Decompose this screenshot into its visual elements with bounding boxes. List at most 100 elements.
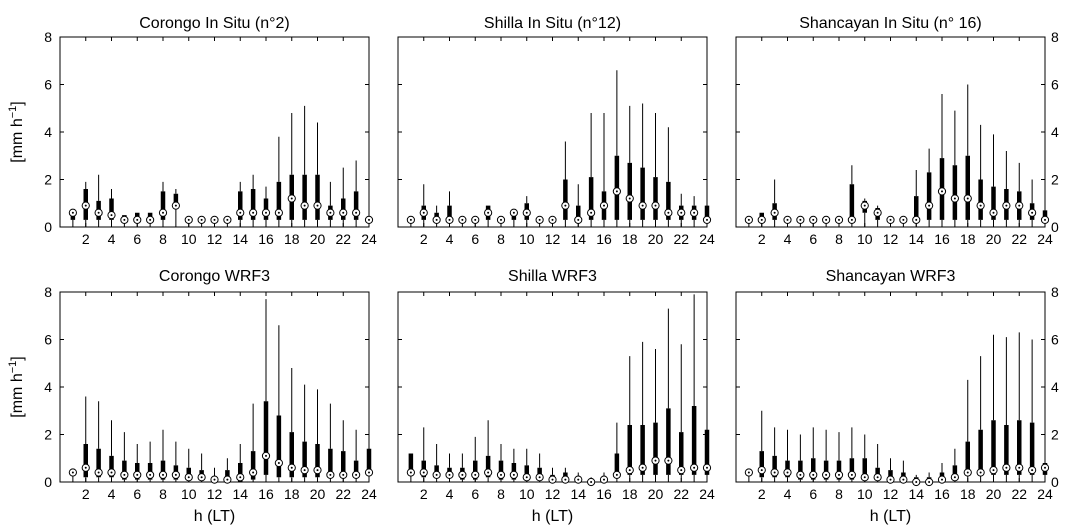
x-tick-label: 24 [361,231,377,247]
plot-frame [59,36,370,228]
y-axis-label-bottom: [mm h−1] [7,356,26,417]
x-tick-label: 6 [809,231,817,247]
box [1004,425,1009,475]
median-dot [760,218,763,221]
x-tick-label: 6 [471,231,479,247]
y-tick-label: 8 [44,284,52,300]
median-dot [97,471,100,474]
box [653,177,658,220]
box [315,444,320,478]
median-dot [355,473,358,476]
box [704,205,710,220]
median-dot [706,466,708,469]
y-tick-label: 8 [1051,29,1059,45]
median-dot [850,473,853,476]
x-tick-label: 14 [908,486,924,502]
box [978,429,983,475]
panel-title: Shilla In Situ (n°12) [484,15,621,32]
x-axis-label: h (LT) [532,508,573,525]
x-tick-label: 24 [361,486,377,502]
x-tick-label: 18 [284,486,300,502]
median-dot [355,211,358,214]
median-dot [786,218,789,221]
x-tick-label: 18 [622,486,638,502]
x-tick-label: 6 [133,231,141,247]
median-dot [512,211,515,214]
y-tick-label: 6 [44,77,52,93]
box [862,458,867,480]
box [109,455,114,478]
median-dot [992,211,995,214]
box [353,460,359,478]
median-dot [525,476,528,479]
median-dot [667,211,670,214]
box [849,184,855,220]
box [811,458,816,480]
median-dot [773,211,776,214]
x-axis-label: h (LT) [194,508,235,525]
box [366,448,372,475]
x-tick-label: 2 [82,231,90,247]
x-tick-label: 16 [934,231,950,247]
median-dot [226,218,229,221]
y-tick-label: 2 [44,172,52,188]
x-tick-label: 18 [960,231,976,247]
box [524,465,529,480]
x-tick-label: 12 [207,231,223,247]
box [627,162,632,220]
median-dot [628,469,631,472]
median-dot [1018,204,1021,207]
box [823,460,829,480]
median-dot [799,473,802,476]
x-tick-label: 12 [207,486,223,502]
median-dot [863,476,866,479]
x-tick-label: 2 [420,231,428,247]
median-dot [1044,218,1046,221]
plot-frame [397,291,708,483]
median-dot [667,459,670,462]
median-dot [252,211,255,214]
y-tick-label: 2 [1051,172,1059,188]
median-dot [915,218,918,221]
median-dot [277,462,280,464]
median-dot [1044,466,1046,469]
panel-shilla-in-situ: Shilla In Situ (n°12) 2 4 6 8 10 12 14 16 18 20 22… [397,15,715,247]
plot-frame [59,291,370,483]
median-dot [889,218,892,221]
box [353,191,359,220]
box [926,172,932,220]
median-dot [902,218,905,221]
x-tick-label: 14 [570,486,586,502]
median-dot [876,211,879,214]
median-dot [564,478,567,481]
box [238,191,243,220]
median-dot [409,218,412,221]
median-dot [329,473,332,476]
median-dot [706,218,708,221]
x-tick-label: 20 [310,231,326,247]
x-tick-label: 4 [784,231,792,247]
x-tick-label: 22 [335,231,351,247]
y-tick-label: 4 [1051,124,1059,140]
x-tick-label: 10 [857,486,873,502]
median-dot [71,211,74,214]
median-dot [525,211,528,214]
median-dot [136,473,139,476]
y-tick-label: 8 [1051,284,1059,300]
y-tick-label: 4 [1051,379,1059,395]
box [315,174,320,220]
box [109,198,114,220]
median-dot [265,454,267,457]
box [588,177,594,220]
x-tick-label: 12 [883,231,899,247]
median-dot [368,471,370,474]
median-dot [174,204,177,207]
y-tick-label: 8 [44,29,52,45]
median-dot [265,211,267,214]
y-tick-label: 0 [1051,219,1059,235]
panel-title: Shilla WRF3 [508,268,597,285]
x-tick-label: 12 [545,486,561,502]
x-tick-label: 22 [1011,231,1027,247]
